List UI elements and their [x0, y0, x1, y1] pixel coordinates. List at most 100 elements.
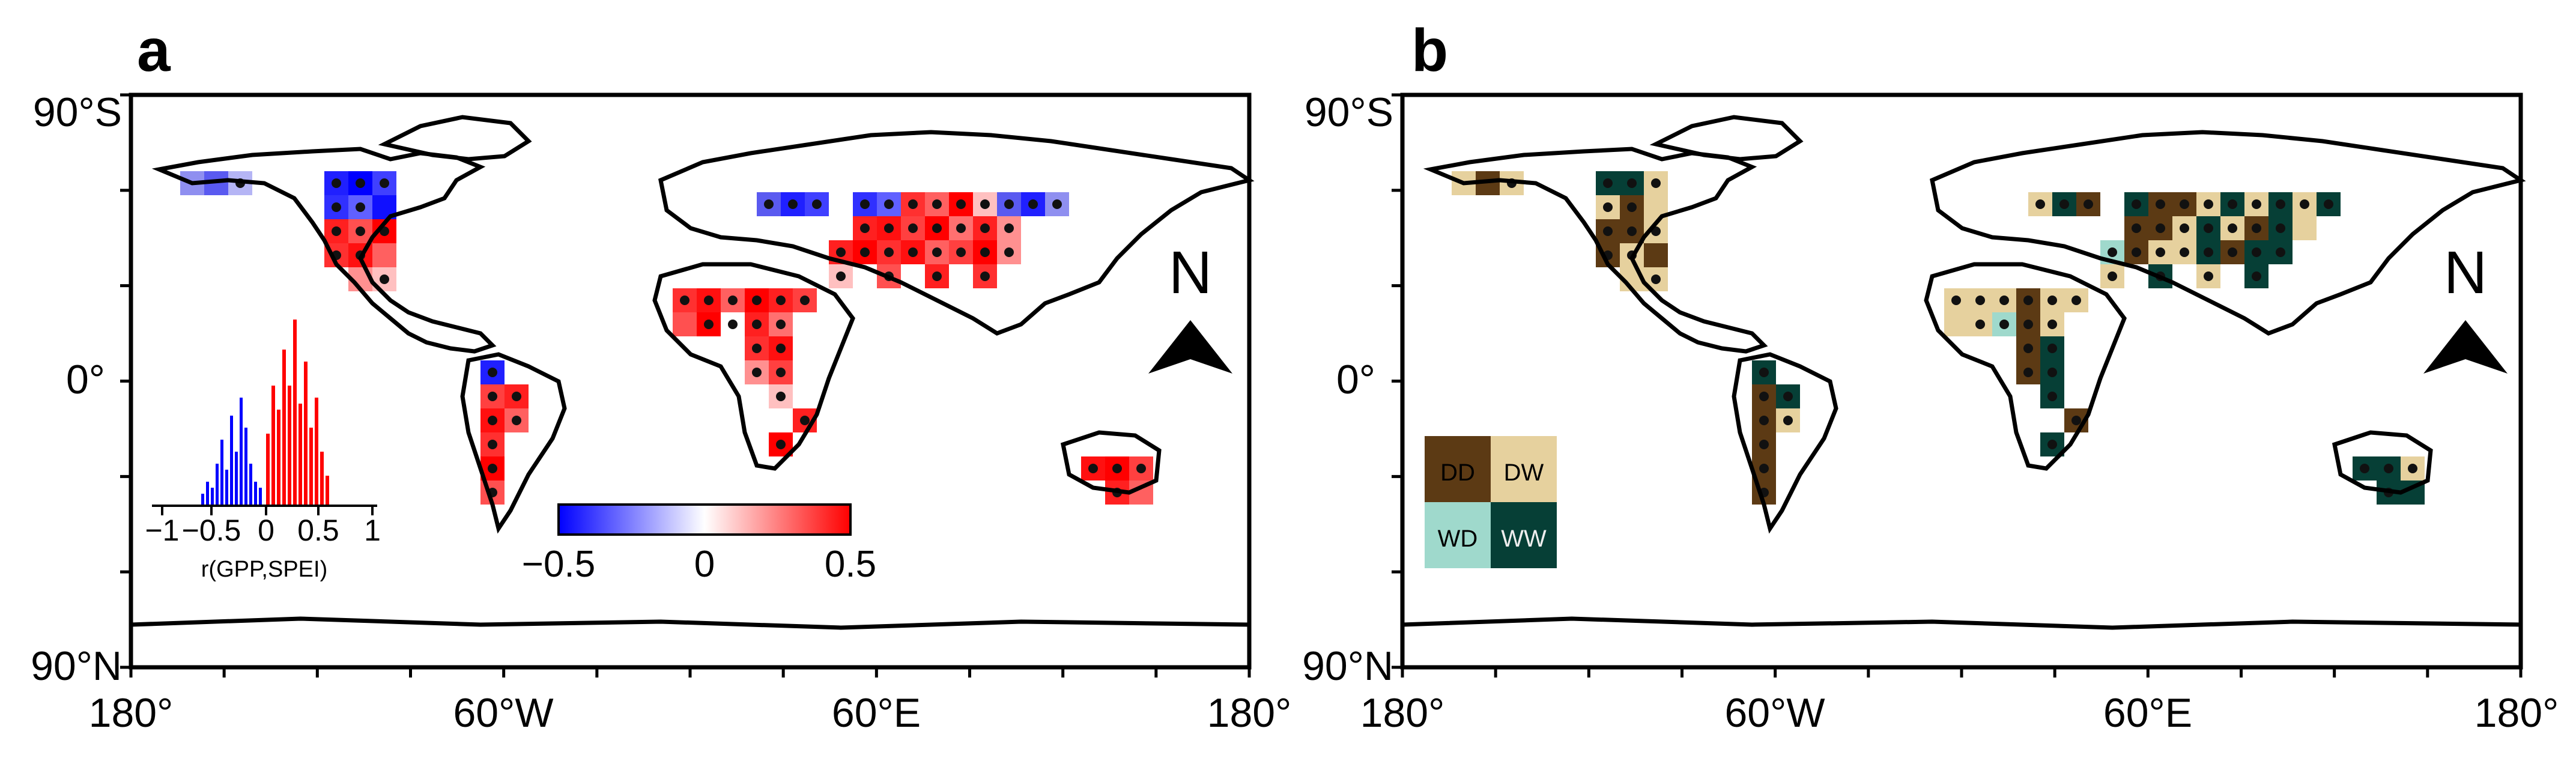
- map-a-dot: [980, 271, 990, 281]
- map-b-dot: [2047, 368, 2057, 377]
- map-b-dot: [1759, 416, 1769, 425]
- map-a-dot: [680, 296, 689, 305]
- map-a-dot: [956, 223, 966, 233]
- map-a-dot: [332, 226, 341, 236]
- map-b-dot: [2132, 247, 2141, 257]
- map-b-dot: [2156, 223, 2165, 233]
- map-a-coastline: [378, 115, 532, 162]
- map-b-frame: [1400, 92, 2523, 670]
- map-b-dot: [2324, 199, 2333, 209]
- map-a-dot: [1112, 464, 1122, 473]
- histogram-bar-negative: [220, 440, 223, 506]
- map-b-dot: [2300, 199, 2309, 209]
- map-b-dot: [1759, 368, 1769, 377]
- map-a-dot: [932, 199, 942, 209]
- map-b-dot: [2360, 464, 2369, 473]
- map-b-dot: [2108, 247, 2117, 257]
- map-a-dot: [884, 199, 894, 209]
- histogram-bar-positive: [282, 350, 286, 506]
- map-b-north-arrow-icon: [2423, 320, 2508, 374]
- map-a-dot: [836, 271, 846, 281]
- histogram-bar-negative: [211, 488, 214, 506]
- map-b-dot: [2035, 199, 2045, 209]
- map-b-dot: [1603, 178, 1613, 188]
- histogram-bar-negative: [230, 416, 233, 506]
- map-a-dot: [752, 344, 762, 353]
- map-a-dot: [1028, 199, 1038, 209]
- histogram-bar-positive: [326, 476, 329, 506]
- map-a-dot: [752, 368, 762, 377]
- histogram-tick-label-3: 0: [258, 514, 274, 547]
- map-b-dot: [1759, 464, 1769, 473]
- histogram-tick-label-4: 0.5: [297, 514, 339, 547]
- map-a-xlabel-2: 60°W: [453, 690, 553, 736]
- legend-label-wd: WD: [1438, 526, 1478, 552]
- panel-a-letter: a: [137, 17, 171, 84]
- map-a-dot: [380, 274, 389, 284]
- map-a-coastline: [652, 262, 855, 471]
- map-b-dot: [1759, 440, 1769, 449]
- map-b-grid-cells: [1452, 171, 2425, 505]
- map-a-grid-cells: [180, 171, 1153, 505]
- map-a-coastlines: [130, 115, 1255, 630]
- map-b-north-label: N: [2444, 239, 2487, 306]
- histogram-bar-negative: [240, 398, 243, 506]
- map-a-dot: [704, 296, 714, 305]
- map-b-dot: [1603, 202, 1613, 212]
- histogram-bar-negative: [235, 452, 238, 506]
- map-b-xlabel-1: 180°: [1360, 690, 1445, 736]
- map-b-dot: [2156, 199, 2165, 209]
- map-b-dot: [2252, 199, 2261, 209]
- map-b-dot: [2180, 199, 2189, 209]
- histogram-bars: [201, 320, 329, 506]
- map-a-dot: [752, 296, 762, 305]
- map-a-dot: [932, 271, 942, 281]
- histogram-bar-positive: [288, 386, 291, 506]
- histogram-bar-negative: [254, 482, 257, 506]
- colorbar-gradient: [557, 503, 852, 536]
- map-b-xlabel-2: 60°W: [1724, 690, 1825, 736]
- map-a-grid-cell: [673, 312, 697, 336]
- map-b-dot: [2023, 344, 2033, 353]
- legend-label-dd: DD: [1440, 459, 1475, 486]
- map-a-dot: [356, 226, 365, 236]
- map-a-dot: [728, 296, 738, 305]
- map-a-dot: [908, 199, 918, 209]
- map-b-grid-cell: [1644, 243, 1668, 267]
- histogram-bar-positive: [271, 386, 275, 506]
- map-b-dot: [2071, 296, 2081, 305]
- map-a-ylabel-bottom: 90°N: [31, 643, 122, 689]
- map-a-dot: [956, 199, 966, 209]
- map-a-dot: [908, 247, 918, 257]
- histogram-tick-label-1: −1: [145, 514, 179, 547]
- map-a-north-label: N: [1169, 239, 1212, 306]
- histogram-bar-negative: [201, 494, 204, 506]
- map-b-dot: [2047, 392, 2057, 401]
- map-a-coastline: [1060, 430, 1162, 495]
- map-a-dot: [488, 440, 497, 449]
- map-b-dot: [2108, 271, 2117, 281]
- map-a-grid-cell: [372, 243, 396, 267]
- map-b-dot: [2023, 296, 2033, 305]
- map-b-ylabel-bottom: 90°N: [1302, 643, 1393, 689]
- map-b-dot: [2023, 320, 2033, 329]
- map-a-ylabel-mid: 0°: [66, 357, 105, 402]
- histogram-bar-positive: [266, 434, 270, 506]
- colorbar-min-label: −0.5: [522, 544, 595, 585]
- map-a-dot: [800, 296, 810, 305]
- map-a-ticks: [120, 93, 1251, 678]
- legend-swatch-wd: [1425, 502, 1491, 568]
- map-b-dot: [2408, 464, 2417, 473]
- map-b-ylabel-mid: 0°: [1336, 357, 1375, 402]
- histogram-bar-positive: [315, 398, 318, 506]
- map-b-dot: [2252, 223, 2261, 233]
- map-b-coastline: [1924, 262, 2127, 471]
- map-b-dot: [2228, 247, 2237, 257]
- histogram-tick-label-2: −0.5: [182, 514, 241, 547]
- legend-label-dw: DW: [1504, 459, 1544, 486]
- map-b-dot: [2384, 464, 2393, 473]
- map-b-dot: [2059, 199, 2069, 209]
- map-a-dot: [728, 320, 738, 329]
- map-b-dot: [2180, 223, 2189, 233]
